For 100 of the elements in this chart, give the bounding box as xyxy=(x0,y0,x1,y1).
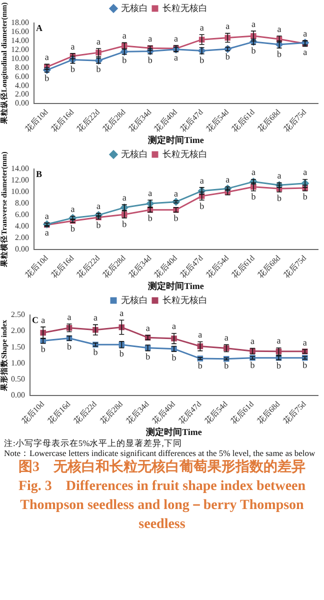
x-tick-label: 花后10d xyxy=(24,108,50,134)
x-tick-label: 花后22d xyxy=(75,254,102,280)
data-label: a xyxy=(174,188,178,199)
x-tick-label: 花后40d xyxy=(152,254,179,280)
x-tick-label: 花后16d xyxy=(46,400,72,426)
y-tick-label: 4.00 xyxy=(15,222,29,231)
data-label: b xyxy=(119,348,124,359)
y-tick-label: 1.50 xyxy=(11,342,25,352)
data-label: b xyxy=(251,45,256,56)
data-label: a xyxy=(224,332,228,343)
y-tick-label: 16.00 xyxy=(11,27,29,36)
x-tick-label: 花后68d xyxy=(255,400,282,426)
data-label: b xyxy=(276,360,282,371)
data-label: a xyxy=(122,30,126,41)
y-tick-label: 0.00 xyxy=(15,244,29,254)
data-label: b xyxy=(200,200,205,211)
x-axis-title: 测定时间Time xyxy=(147,134,204,145)
data-label: b xyxy=(225,52,230,62)
data-label: a xyxy=(226,21,230,32)
y-tick-label: 0.00 xyxy=(15,98,29,108)
y-tick-label: 10.00 xyxy=(11,187,29,196)
data-label: a xyxy=(250,336,255,346)
x-tick-label: 花后40d xyxy=(150,400,177,426)
data-label: a xyxy=(148,34,152,44)
x-tick-label: 花后61d xyxy=(230,254,256,280)
x-tick-label: 花后22d xyxy=(72,400,98,426)
data-label: b xyxy=(148,213,153,224)
x-tick-label: 花后28d xyxy=(101,254,128,280)
x-axis-title: 测定时间Time xyxy=(145,426,202,437)
x-tick-label: 花后28d xyxy=(98,400,125,426)
x-tick-label: 花后34d xyxy=(126,254,154,280)
x-tick-label: 花后16d xyxy=(49,254,76,280)
x-tick-label: 花后75d xyxy=(282,254,308,280)
caption: 图3 无核白和长粒无核白葡萄果形指数的差异 xyxy=(18,458,306,477)
chart-title: A xyxy=(36,22,43,33)
data-label: b xyxy=(44,73,50,84)
x-tick-label: 花后34d xyxy=(126,108,154,134)
data-label: a xyxy=(276,336,281,346)
x-tick-label: 花后54d xyxy=(204,254,231,280)
data-label: b xyxy=(96,64,102,74)
data-label: b xyxy=(40,344,46,354)
data-label: b xyxy=(93,347,98,358)
data-label: b xyxy=(302,192,308,202)
data-label: b xyxy=(70,223,76,234)
y-tick-label: 2.00 xyxy=(11,326,25,336)
data-label: b xyxy=(146,352,151,362)
x-tick-label: 花后61d xyxy=(229,400,256,426)
data-label: b xyxy=(277,192,282,203)
data-label: b xyxy=(277,48,282,59)
y-tick-label: 6.00 xyxy=(15,210,29,220)
data-label: b xyxy=(224,360,230,371)
data-label: a xyxy=(146,323,150,334)
x-axis-title: 测定时间Time xyxy=(147,280,204,291)
data-label: a xyxy=(200,175,204,186)
data-label: a xyxy=(251,167,256,178)
data-label: b xyxy=(174,213,179,224)
data-label: a xyxy=(198,330,202,340)
data-label: a xyxy=(44,52,49,62)
data-label: a xyxy=(44,227,49,238)
x-tick-label: 花后61d xyxy=(230,108,256,134)
y-tick-label: 2.00 xyxy=(15,233,29,242)
y-tick-label: 6.00 xyxy=(15,72,29,81)
legend-label: 无核白 xyxy=(121,2,148,14)
y-tick-label: 1.00 xyxy=(11,358,25,368)
data-label: b xyxy=(67,341,72,352)
data-label: a xyxy=(44,210,49,221)
data-label: a xyxy=(277,24,282,34)
x-tick-label: 花后54d xyxy=(204,108,231,134)
x-tick-label: 花后47d xyxy=(176,400,204,426)
data-label: b xyxy=(302,360,308,370)
y-tick-label: 4.00 xyxy=(15,80,29,90)
y-tick-label: 2.50 xyxy=(11,310,25,320)
x-tick-label: 花后54d xyxy=(203,400,230,426)
x-tick-label: 花后34d xyxy=(124,400,151,426)
y-tick-label: 0.00 xyxy=(11,390,25,400)
data-label: a xyxy=(120,308,124,318)
legend-label: 长粒无核白 xyxy=(162,2,208,14)
y-tick-label: 10.00 xyxy=(11,54,29,63)
data-label: a xyxy=(96,36,101,46)
text: 注:小写字母表示在5%水平上的显著差异,下同 xyxy=(3,438,183,448)
y-tick-label: 12.00 xyxy=(11,44,29,54)
x-tick-label: 花后16d xyxy=(49,108,76,134)
data-label: b xyxy=(148,54,153,65)
data-label: a xyxy=(174,33,178,44)
y-tick-label: 14.00 xyxy=(11,36,29,46)
data-label: a xyxy=(148,188,152,198)
legend-label: 无核白 xyxy=(121,148,148,160)
x-tick-label: 花后10d xyxy=(20,400,46,426)
x-tick-label: 花后28d xyxy=(101,108,128,134)
x-tick-label: 花后68d xyxy=(256,108,282,134)
legend-label: 长粒无核白 xyxy=(162,294,208,306)
data-label: a xyxy=(67,312,72,322)
data-label: a xyxy=(172,321,176,332)
data-label: a xyxy=(96,201,101,212)
chart-title: C xyxy=(32,314,38,325)
x-tick-label: 花后10d xyxy=(24,254,50,280)
x-tick-label: 花后75d xyxy=(282,400,308,426)
data-label: a xyxy=(122,192,126,203)
y-tick-label: 2.00 xyxy=(15,90,29,99)
data-label: b xyxy=(122,218,128,229)
